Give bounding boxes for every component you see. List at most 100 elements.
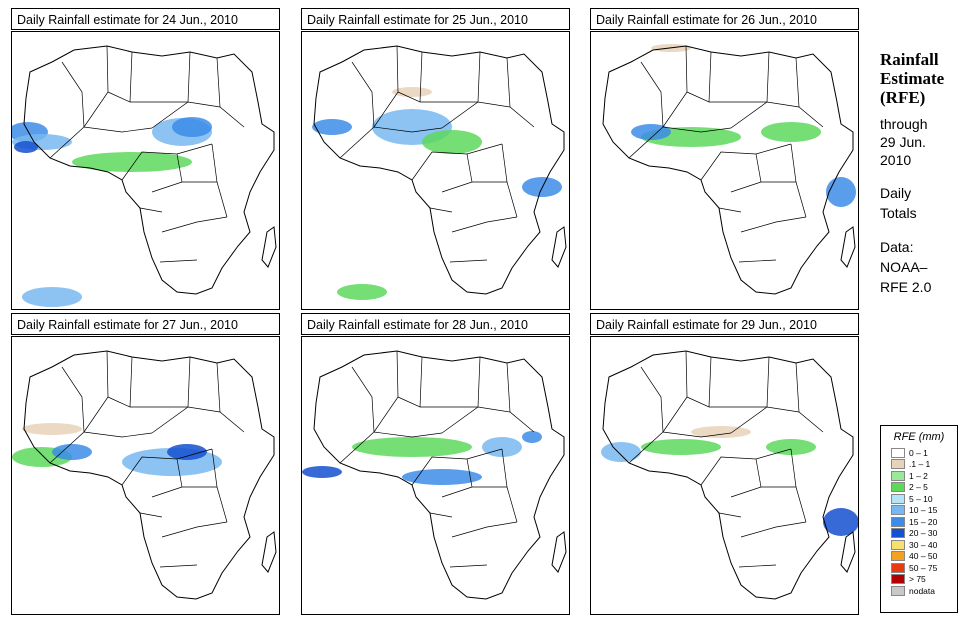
country-border	[755, 153, 762, 183]
rainfall-area	[392, 87, 432, 97]
legend-swatch	[891, 482, 905, 493]
rainfall-area	[52, 444, 92, 460]
country-border	[159, 259, 198, 263]
panel-title: Daily Rainfall estimate for 28 Jun., 201…	[301, 313, 570, 335]
country-border	[449, 259, 488, 263]
legend-item: 15 – 20	[891, 516, 957, 528]
country-border	[411, 143, 503, 181]
country-border	[176, 458, 183, 488]
heading-line-2: Estimate	[880, 69, 945, 88]
legend-item: > 75	[891, 574, 957, 586]
rainfall-map	[11, 336, 280, 615]
country-border	[151, 101, 245, 129]
country-border	[686, 51, 712, 103]
country-border	[139, 512, 163, 518]
rainfall-map	[11, 31, 280, 310]
country-border	[501, 143, 518, 218]
totals-label: Totals	[880, 205, 917, 221]
rainfall-area	[826, 177, 856, 207]
legend-label: nodata	[909, 585, 935, 596]
legend-item: 5 – 10	[891, 493, 957, 505]
country-border	[662, 350, 688, 433]
rainfall-area	[72, 152, 192, 172]
rainfall-area	[302, 466, 342, 478]
continent-outline	[602, 350, 854, 600]
panel-title: Daily Rainfall estimate for 24 Jun., 201…	[11, 8, 280, 30]
country-border	[441, 406, 535, 434]
country-border	[373, 350, 399, 433]
country-border	[795, 362, 800, 413]
country-border	[49, 126, 153, 159]
rainfall-map	[590, 31, 859, 310]
country-border	[420, 356, 481, 408]
country-border	[730, 406, 824, 434]
country-border	[506, 362, 511, 413]
rainfall-area	[22, 423, 82, 435]
legend-label: 10 – 15	[909, 505, 938, 516]
country-border	[176, 153, 183, 183]
legend-swatch	[891, 493, 905, 504]
rainfall-area	[823, 508, 858, 536]
heading-line-1: Rainfall	[880, 50, 939, 69]
legend-swatch	[891, 539, 905, 550]
panel-title: Daily Rainfall estimate for 25 Jun., 201…	[301, 8, 570, 30]
legend-item: 40 – 50	[891, 551, 957, 563]
map-panel-28-jun: Daily Rainfall estimate for 28 Jun., 201…	[301, 313, 572, 615]
madagascar-outline	[551, 226, 567, 268]
country-border	[211, 143, 228, 218]
data-source-1: NOAA–	[880, 259, 928, 275]
madagascar-outline	[840, 531, 856, 573]
country-border	[121, 143, 213, 181]
country-border	[130, 51, 191, 103]
side-description: Rainfall Estimate (RFE) through 29 Jun. …	[880, 50, 965, 297]
country-border	[740, 216, 807, 233]
legend-item: 30 – 40	[891, 539, 957, 551]
map-canvas	[602, 44, 856, 295]
country-border	[506, 57, 511, 108]
country-border	[718, 512, 742, 518]
rainfall-area	[641, 439, 721, 455]
madagascar-outline	[261, 531, 277, 573]
through-date: 29 Jun.	[880, 134, 926, 150]
country-border	[441, 181, 507, 193]
madagascar-outline	[840, 226, 856, 268]
country-border	[662, 45, 688, 128]
continent-outline	[313, 45, 565, 295]
rainfall-area	[601, 442, 641, 462]
legend-item: 50 – 75	[891, 562, 957, 574]
country-border	[628, 431, 732, 464]
rainfall-area	[402, 469, 482, 485]
legend-item: nodata	[891, 585, 957, 597]
rainfall-area	[22, 287, 82, 307]
country-border	[351, 366, 375, 433]
continent-outline	[602, 45, 854, 295]
rainfall-area	[631, 124, 671, 140]
legend-swatch	[891, 505, 905, 516]
through-year: 2010	[880, 152, 912, 168]
legend-label: 40 – 50	[909, 551, 938, 562]
legend-item: 20 – 30	[891, 528, 957, 540]
country-border	[466, 153, 473, 183]
country-border	[429, 512, 453, 518]
legend-swatch	[891, 459, 905, 470]
country-border	[161, 521, 228, 538]
through-label: through	[880, 116, 928, 132]
data-label: Data:	[880, 239, 914, 255]
map-canvas	[12, 350, 277, 600]
country-border	[151, 486, 217, 498]
country-border	[429, 207, 453, 213]
country-border	[790, 448, 807, 523]
map-canvas	[601, 350, 858, 600]
country-border	[121, 448, 213, 486]
country-border	[216, 362, 221, 413]
country-border	[700, 143, 792, 181]
legend-swatch	[891, 528, 905, 539]
legend-label: 2 – 5	[909, 482, 928, 493]
country-border	[466, 458, 473, 488]
country-border	[161, 216, 228, 233]
legend-item: 10 – 15	[891, 505, 957, 517]
legend-item: 0 – 1	[891, 447, 957, 459]
daily-label: Daily	[880, 185, 912, 201]
country-border	[686, 356, 712, 408]
